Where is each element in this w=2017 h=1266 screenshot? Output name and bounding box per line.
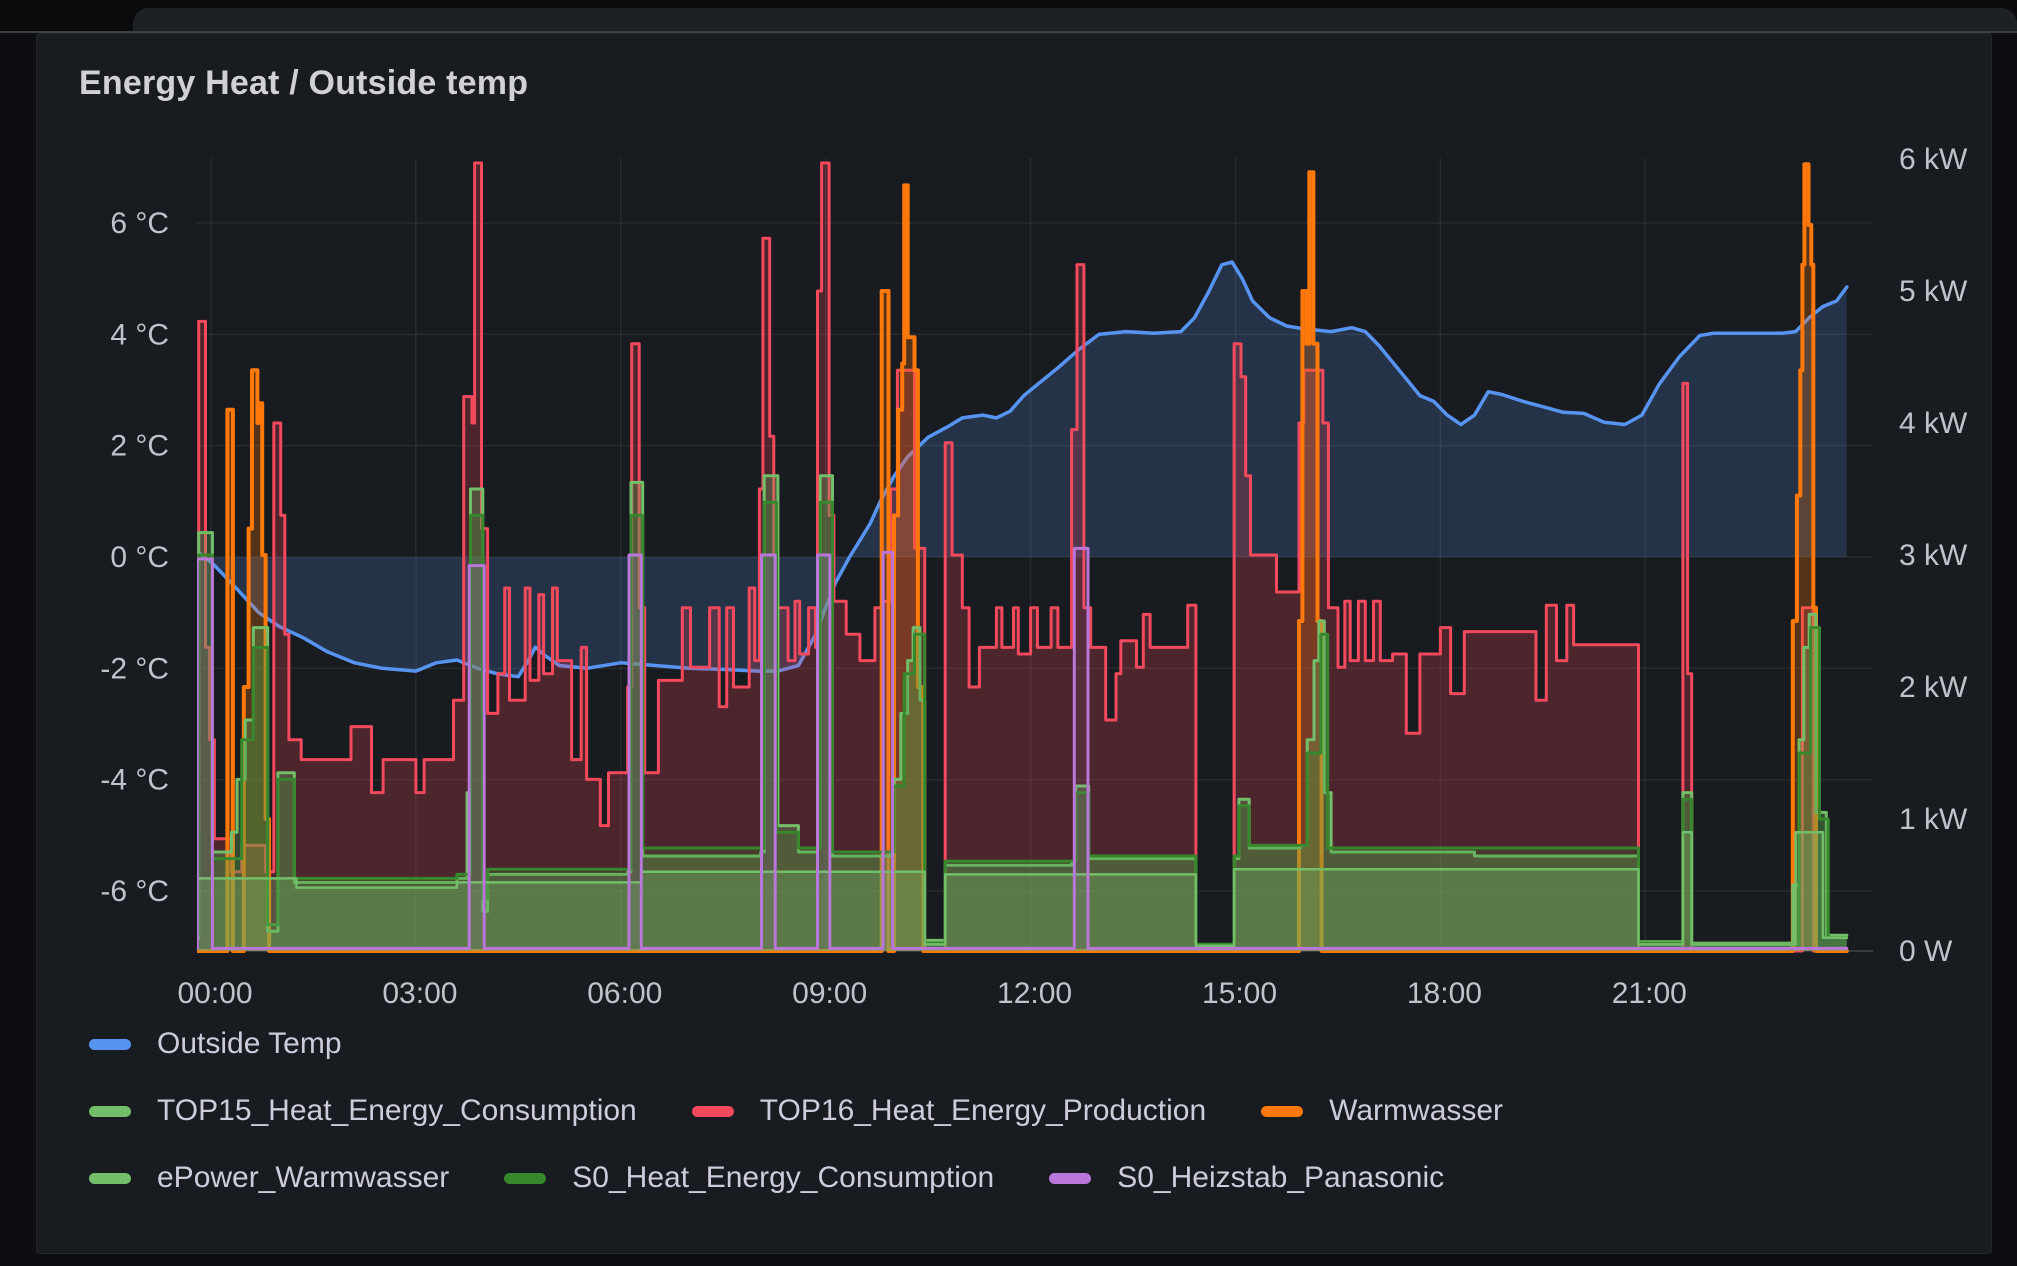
y-left-tick: 0 °C [110, 541, 169, 574]
energy-heat-panel: Energy Heat / Outside temp 6 °C 4 °C 2 °C 0… [36, 33, 1992, 1254]
chart-legend: Outside Temp TOP15_Heat_Energy_Consumptio… [89, 1024, 1939, 1225]
legend-row: Outside Temp [89, 1024, 1939, 1064]
y-left-tick: -4 °C [100, 764, 169, 797]
y-right-tick: 5 kW [1899, 275, 1968, 308]
legend-series-marker [691, 1105, 734, 1117]
legend-item-s0-heat-energy-consumption[interactable]: S0_Heat_Energy_Consumption [504, 1158, 994, 1198]
legend-series-label: ePower_Warmwasser [157, 1161, 450, 1194]
legend-series-marker [89, 1038, 131, 1050]
x-tick: 12:00 [997, 977, 1072, 1010]
legend-series-label: Outside Temp [157, 1027, 342, 1060]
grid [197, 158, 1873, 952]
top-chrome-bar [0, 0, 2017, 31]
x-tick: 06:00 [587, 977, 662, 1010]
x-tick: 18:00 [1407, 977, 1482, 1010]
y-right-tick: 0 W [1899, 935, 1953, 968]
legend-series-marker [504, 1172, 547, 1184]
axis-labels: 6 °C 4 °C 2 °C 0 °C -2 °C -4 °C -6 °C 6 kW 5 kW 4… [100, 143, 1968, 1010]
legend-item-top15-heat-energy-consumption[interactable]: TOP15_Heat_Energy_Consumption [89, 1091, 637, 1131]
legend-series-label: S0_Heizstab_Panasonic [1117, 1161, 1445, 1194]
legend-item-epower-warmwasser[interactable]: ePower_Warmwasser [89, 1158, 449, 1198]
y-left-tick: 6 °C [110, 207, 169, 240]
legend-row: ePower_Warmwasser S0_Heat_Energy_Consumpt… [89, 1158, 1939, 1198]
series-epower-warmwasser [197, 830, 1849, 951]
y-right-tick: 3 kW [1899, 539, 1968, 572]
panel-tab-shape [133, 8, 2017, 31]
x-tick: 09:00 [792, 977, 867, 1010]
series-warmwasser [197, 162, 1849, 953]
y-left-tick: 4 °C [110, 318, 169, 351]
x-tick: 03:00 [382, 977, 457, 1010]
plot-area[interactable] [194, 161, 1849, 953]
y-right-tick: 4 kW [1899, 407, 1968, 440]
x-tick: 15:00 [1202, 977, 1277, 1010]
legend-series-marker [89, 1172, 131, 1184]
legend-item-top16-heat-energy-production[interactable]: TOP16_Heat_Energy_Production [691, 1091, 1207, 1131]
legend-series-label: TOP16_Heat_Energy_Production [759, 1094, 1207, 1127]
legend-item-outside-temp[interactable]: Outside Temp [89, 1024, 342, 1064]
legend-series-marker [1049, 1172, 1092, 1184]
series-top16-heat-energy-production [197, 161, 1849, 953]
series-outside temp [197, 260, 1849, 679]
legend-series-label: TOP15_Heat_Energy_Consumption [157, 1094, 637, 1127]
legend-series-label: Warmwasser [1329, 1094, 1504, 1127]
x-tick: 21:00 [1612, 977, 1687, 1010]
legend-row: TOP15_Heat_Energy_Consumption TOP16_Heat_… [89, 1091, 1939, 1131]
x-tick: 00:00 [177, 977, 252, 1010]
y-left-tick: 2 °C [110, 430, 169, 463]
top-divider [0, 31, 2017, 33]
legend-item-s0-heizstab-panasonic[interactable]: S0_Heizstab_Panasonic [1049, 1158, 1444, 1198]
y-right-tick: 2 kW [1899, 671, 1968, 704]
legend-series-marker [1261, 1105, 1304, 1117]
y-left-tick: -2 °C [100, 652, 169, 685]
y-right-tick: 1 kW [1899, 803, 1968, 836]
legend-series-marker [89, 1105, 131, 1117]
legend-series-label: S0_Heat_Energy_Consumption [572, 1161, 995, 1194]
y-right-tick: 6 kW [1899, 143, 1968, 176]
series-top15-heat-energy-consumption [197, 474, 1849, 951]
y-left-tick: -6 °C [100, 875, 169, 908]
panel-title: Energy Heat / Outside temp [79, 64, 529, 102]
legend-item-warmwasser[interactable]: Warmwasser [1261, 1091, 1503, 1131]
series-s0-heizstab-panasonic [197, 546, 1849, 951]
